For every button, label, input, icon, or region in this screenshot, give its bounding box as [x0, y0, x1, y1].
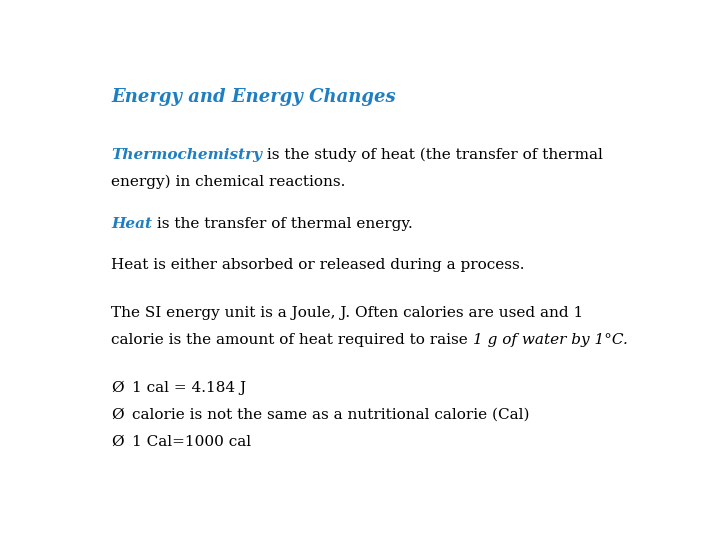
Text: Heat: Heat	[111, 217, 152, 231]
Text: Ø: Ø	[111, 408, 124, 422]
Text: is the study of heat (the transfer of thermal: is the study of heat (the transfer of th…	[262, 148, 603, 163]
Text: is the transfer of thermal energy.: is the transfer of thermal energy.	[152, 217, 413, 231]
Text: Heat is either absorbed or released during a process.: Heat is either absorbed or released duri…	[111, 258, 525, 272]
Text: calorie is the amount of heat required to raise: calorie is the amount of heat required t…	[111, 333, 473, 347]
Text: Ø: Ø	[111, 435, 124, 449]
Text: calorie is not the same as a nutritional calorie (Cal): calorie is not the same as a nutritional…	[132, 408, 529, 422]
Text: Ø: Ø	[111, 381, 124, 395]
Text: 1 g of water by 1°C.: 1 g of water by 1°C.	[473, 333, 628, 347]
Text: The SI energy unit is a Joule, J. Often calories are used and 1: The SI energy unit is a Joule, J. Often …	[111, 306, 583, 320]
Text: Energy and Energy Changes: Energy and Energy Changes	[111, 87, 396, 106]
Text: Thermochemistry: Thermochemistry	[111, 148, 262, 162]
Text: 1 cal = 4.184 J: 1 cal = 4.184 J	[132, 381, 246, 395]
Text: energy) in chemical reactions.: energy) in chemical reactions.	[111, 175, 346, 190]
Text: 1 Cal=1000 cal: 1 Cal=1000 cal	[132, 435, 251, 449]
